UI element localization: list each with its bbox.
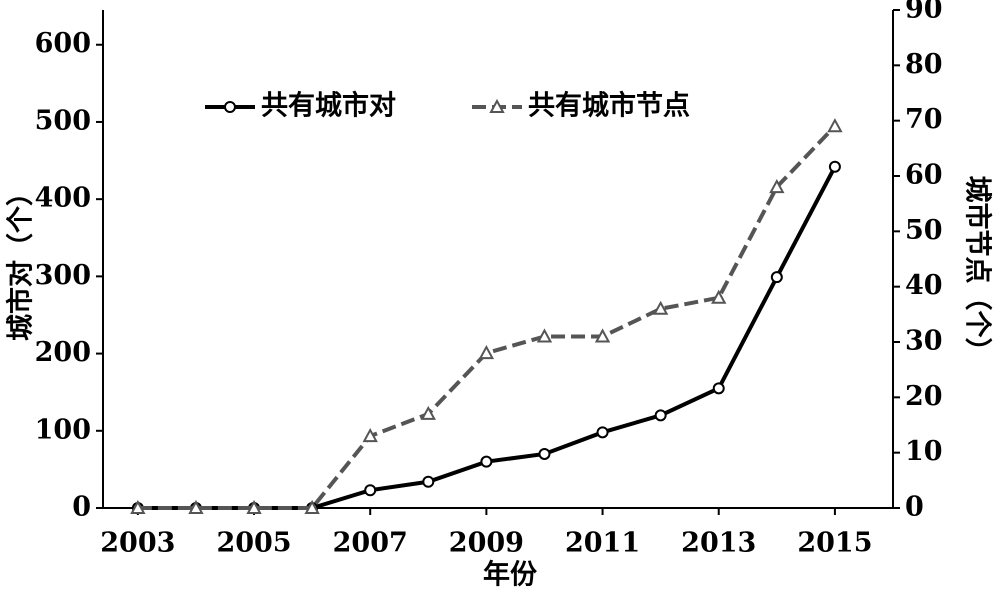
x-tick-label: 2009 — [449, 528, 524, 559]
data-point — [712, 382, 725, 395]
x-tick-label: 2015 — [797, 528, 872, 559]
y2-tick-label: 20 — [905, 381, 943, 412]
data-point — [478, 344, 495, 360]
y2-tick-label: 80 — [905, 49, 943, 80]
data-point — [480, 455, 493, 468]
data-point — [364, 484, 377, 497]
y2-tick-label: 50 — [905, 215, 943, 246]
data-point — [654, 409, 667, 422]
data-point — [420, 405, 436, 420]
y-tick-label: 300 — [35, 260, 91, 291]
y2-tick-label: 30 — [905, 326, 943, 357]
legend-label: 共有城市节点 — [528, 90, 690, 122]
y2-tick-label: 0 — [905, 492, 924, 523]
y-axis-label: 城市对（个） — [5, 179, 37, 341]
legend-marker — [224, 101, 236, 113]
data-point — [594, 328, 611, 343]
y2-tick-label: 60 — [905, 160, 943, 191]
y-tick-label: 0 — [72, 492, 91, 523]
y-tick-label: 200 — [35, 337, 91, 368]
data-point — [827, 118, 843, 133]
y2-tick-label: 70 — [905, 104, 943, 135]
data-point — [769, 178, 785, 194]
x-tick-label: 2013 — [681, 528, 756, 559]
x-tick-label: 2003 — [100, 528, 175, 559]
x-tick-label: 2011 — [565, 528, 640, 559]
y2-tick-label: 90 — [905, 0, 943, 25]
legend-label: 共有城市对 — [261, 90, 396, 122]
data-point — [130, 499, 146, 514]
y2-axis-label: 城市节点（个） — [962, 176, 994, 365]
data-point — [596, 426, 609, 439]
data-point — [828, 160, 841, 173]
data-point — [536, 328, 553, 343]
y-tick-label: 500 — [35, 105, 91, 136]
data-point — [711, 289, 727, 304]
data-point — [362, 427, 378, 443]
y-tick-label: 600 — [35, 28, 91, 59]
data-point — [652, 300, 669, 315]
x-tick-label: 2005 — [216, 528, 291, 559]
y2-tick-label: 40 — [905, 270, 943, 301]
data-point — [770, 271, 783, 284]
data-point — [422, 475, 435, 488]
data-point — [304, 499, 320, 514]
data-point — [246, 499, 262, 514]
y-tick-label: 100 — [35, 414, 91, 445]
y-tick-label: 400 — [35, 183, 91, 214]
x-axis-label: 年份 — [483, 559, 537, 591]
y2-tick-label: 10 — [905, 436, 943, 467]
legend-marker — [489, 98, 505, 113]
data-point — [188, 499, 204, 514]
x-tick-label: 2007 — [333, 528, 408, 559]
series-line — [137, 124, 837, 510]
data-point — [538, 447, 551, 460]
